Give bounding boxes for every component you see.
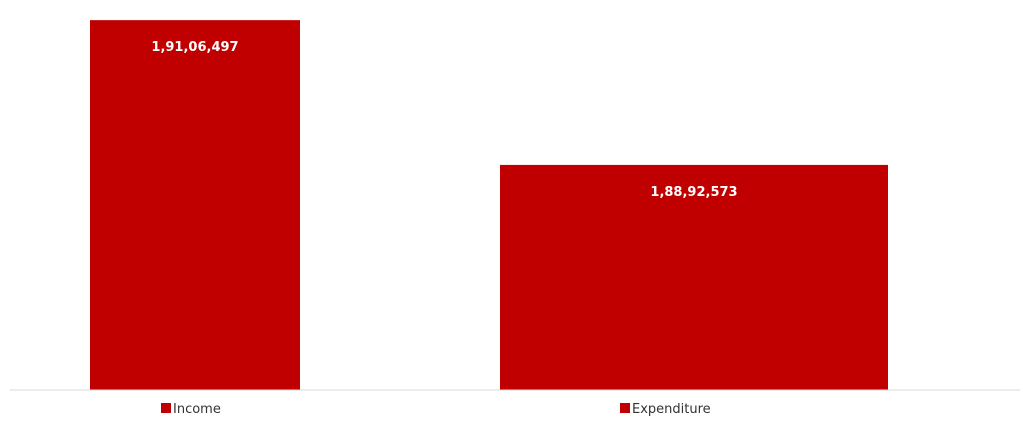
value-label-expenditure: 1,88,92,573 <box>650 185 737 200</box>
value-label-income: 1,91,06,497 <box>151 40 238 55</box>
bar-expenditure <box>500 164 888 390</box>
bar-income <box>90 20 300 390</box>
value-labels-group: 1,91,06,497 1,88,92,573 <box>151 40 737 200</box>
legend: Income Expenditure <box>161 402 711 417</box>
legend-label-income: Income <box>173 402 221 417</box>
legend-swatch-income <box>161 403 171 413</box>
legend-label-expenditure: Expenditure <box>632 402 711 417</box>
bars-group <box>90 20 888 390</box>
legend-swatch-expenditure <box>620 403 630 413</box>
